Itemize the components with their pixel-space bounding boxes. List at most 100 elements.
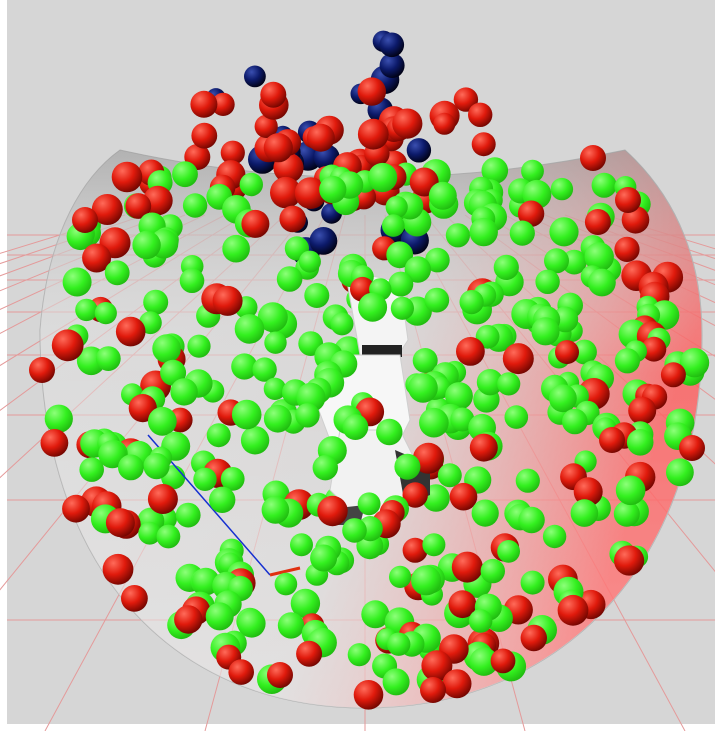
green-sphere (543, 525, 566, 548)
red-sphere (585, 209, 611, 235)
green-sphere (262, 496, 290, 524)
green-sphere (408, 373, 438, 403)
green-sphere (438, 463, 462, 487)
green-sphere (411, 565, 441, 595)
green-sphere (469, 609, 493, 633)
red-sphere (615, 187, 641, 213)
green-sphere (551, 178, 573, 200)
red-sphere (264, 133, 293, 162)
red-sphere (29, 357, 55, 383)
page: (() => { const data = JSON.parse(documen… (0, 0, 715, 731)
red-sphere (358, 119, 389, 150)
green-sphere (241, 426, 269, 454)
green-sphere (222, 235, 250, 263)
green-sphere (571, 499, 599, 527)
green-sphere (419, 408, 449, 438)
green-sphere (588, 269, 616, 297)
red-sphere (213, 286, 243, 316)
green-sphere (376, 419, 402, 445)
green-sphere (592, 173, 617, 198)
red-sphere (433, 113, 455, 135)
green-sphere (481, 559, 505, 583)
green-sphere (535, 270, 559, 294)
green-sphere (75, 299, 97, 321)
green-sphere (358, 492, 381, 515)
green-sphere (277, 266, 303, 292)
green-sphere (313, 455, 338, 480)
red-sphere (52, 329, 84, 361)
green-sphere (562, 409, 588, 435)
green-sphere (206, 602, 234, 630)
red-sphere (41, 429, 69, 457)
blue-sphere (380, 33, 405, 58)
green-sphere (505, 405, 529, 429)
green-sphere (157, 525, 181, 549)
green-sphere (290, 533, 313, 556)
red-sphere (614, 237, 639, 262)
red-sphere (112, 162, 143, 193)
green-sphere (348, 643, 371, 666)
blue-sphere (244, 66, 266, 88)
red-sphere (420, 677, 446, 703)
red-sphere (191, 123, 217, 149)
red-sphere (121, 585, 148, 612)
red-sphere (267, 662, 293, 688)
green-sphere (304, 283, 329, 308)
red-sphere (443, 669, 472, 698)
red-sphere (491, 649, 516, 674)
red-sphere (106, 508, 135, 537)
green-sphere (510, 221, 535, 246)
green-sphere (343, 414, 369, 440)
green-sphere (497, 540, 520, 563)
green-sphere (193, 468, 216, 491)
red-sphere (296, 641, 322, 667)
green-sphere (446, 223, 470, 247)
red-sphere (456, 337, 485, 366)
green-sphere (152, 334, 181, 363)
red-sphere (628, 397, 656, 425)
green-sphere (342, 518, 367, 543)
green-sphere (358, 293, 387, 322)
red-sphere (599, 427, 625, 453)
green-sphere (383, 668, 410, 695)
green-sphere (666, 458, 694, 486)
green-sphere (549, 217, 578, 246)
green-sphere (170, 378, 197, 405)
green-sphere (616, 476, 646, 506)
green-sphere (207, 423, 231, 447)
red-sphere (392, 109, 422, 139)
red-sphere (103, 554, 134, 585)
green-sphere (240, 173, 263, 196)
green-sphere (497, 372, 520, 395)
red-sphere (472, 132, 496, 156)
green-sphere (310, 545, 337, 572)
red-sphere (228, 659, 254, 685)
red-sphere (317, 496, 347, 526)
green-sphere (422, 533, 445, 556)
red-sphere (174, 605, 202, 633)
green-sphere (209, 487, 235, 513)
red-sphere (450, 483, 478, 511)
green-sphere (615, 348, 640, 373)
red-sphere (679, 435, 705, 461)
green-sphere (180, 268, 205, 293)
green-sphere (299, 251, 321, 273)
green-sphere (516, 469, 540, 493)
green-sphere (531, 317, 559, 345)
red-sphere (580, 145, 606, 171)
green-sphere (143, 453, 169, 479)
red-sphere (661, 362, 686, 387)
green-sphere (614, 501, 640, 527)
green-sphere (118, 455, 144, 481)
green-sphere (45, 405, 73, 433)
green-sphere (472, 499, 499, 526)
green-sphere (470, 218, 498, 246)
green-sphere (96, 346, 121, 371)
red-sphere (470, 434, 498, 462)
green-sphere (494, 255, 519, 280)
green-sphere (387, 633, 410, 656)
green-sphere (95, 302, 117, 324)
red-sphere (555, 340, 579, 364)
red-sphere (279, 206, 306, 233)
green-sphere (264, 332, 286, 354)
